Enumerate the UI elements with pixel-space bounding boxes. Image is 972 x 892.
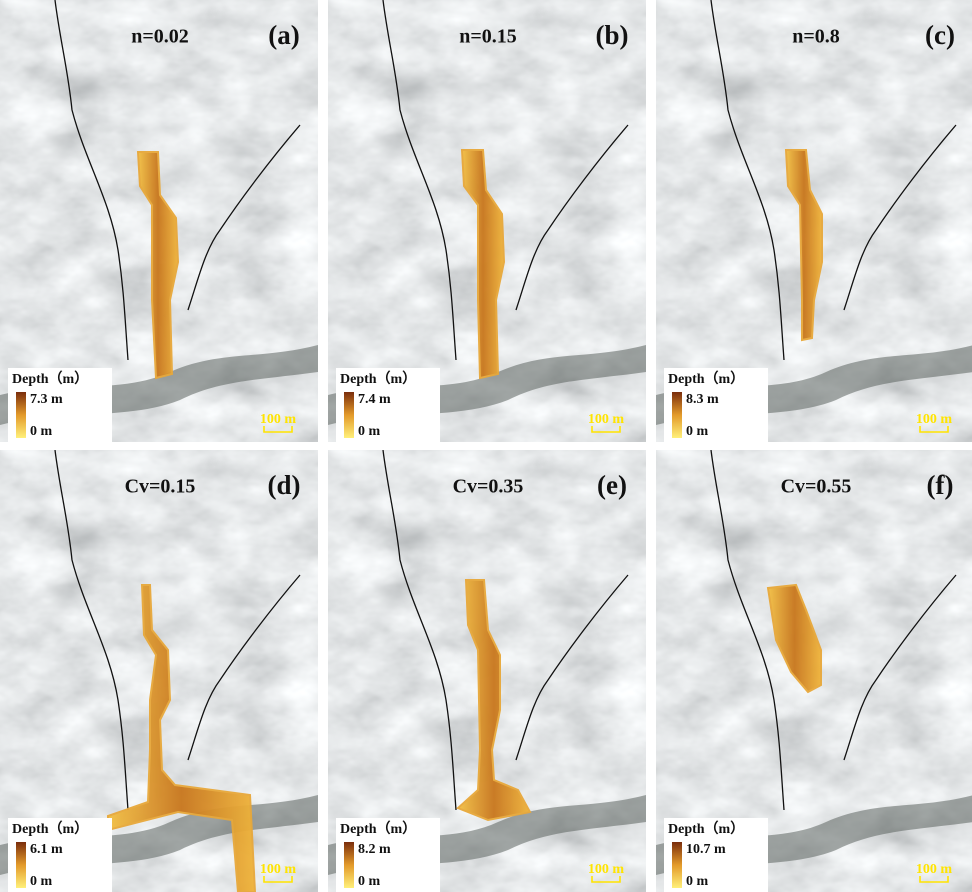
figure: n=0.02 (a) Depth（m） 7.3 m 0 m 100 m n=0.15 (b) D… <box>0 0 972 892</box>
panel-content: n=0.02 (a) Depth（m） 7.3 m 0 m 100 m <box>0 0 318 442</box>
color-bar <box>16 842 26 888</box>
legend-min: 0 m <box>686 874 709 889</box>
legend-min: 0 m <box>30 874 53 889</box>
panel-label: (a) <box>268 20 299 50</box>
legend-max: 7.4 m <box>358 392 391 407</box>
scale-label: 100 m <box>588 862 625 877</box>
legend-max: 10.7 m <box>686 842 726 857</box>
panel-content: Cv=0.35 (e) Depth（m） 8.2 m 0 m 100 m <box>328 450 646 892</box>
scale-label: 100 m <box>260 862 297 877</box>
panel-content: n=0.15 (b) Depth（m） 7.4 m 0 m 100 m <box>328 0 646 442</box>
legend-title: Depth（m） <box>668 371 744 387</box>
panel: n=0.8 (c) Depth（m） 8.3 m 0 m 100 m <box>656 0 972 442</box>
legend-title: Depth（m） <box>12 371 88 387</box>
panel: Cv=0.15 (d) Depth（m） 6.1 m 0 m 100 m <box>0 450 318 892</box>
panel: Cv=0.35 (e) Depth（m） 8.2 m 0 m 100 m <box>328 450 646 892</box>
panel-content: Cv=0.55 (f) Depth（m） 10.7 m 0 m 100 m <box>656 450 972 892</box>
panel-label: (c) <box>925 20 955 50</box>
color-bar <box>672 842 682 888</box>
legend-min: 0 m <box>30 424 53 439</box>
legend-max: 7.3 m <box>30 392 63 407</box>
panel-label: (e) <box>597 470 627 500</box>
legend-min: 0 m <box>358 424 381 439</box>
scale-label: 100 m <box>588 412 625 427</box>
panel-label: (d) <box>268 470 301 500</box>
legend-max: 6.1 m <box>30 842 63 857</box>
parameter-label: Cv=0.35 <box>453 476 524 498</box>
parameter-label: n=0.02 <box>131 26 189 48</box>
panel: n=0.15 (b) Depth（m） 7.4 m 0 m 100 m <box>328 0 646 442</box>
legend-title: Depth（m） <box>340 821 416 837</box>
panel-label: (f) <box>927 470 954 500</box>
color-bar <box>16 392 26 438</box>
scale-label: 100 m <box>916 862 953 877</box>
legend-min: 0 m <box>686 424 709 439</box>
color-bar <box>672 392 682 438</box>
legend-title: Depth（m） <box>12 821 88 837</box>
scale-label: 100 m <box>916 412 953 427</box>
parameter-label: Cv=0.55 <box>781 476 852 498</box>
panel: n=0.02 (a) Depth（m） 7.3 m 0 m 100 m <box>0 0 318 442</box>
legend-max: 8.3 m <box>686 392 719 407</box>
panel-label: (b) <box>596 20 629 50</box>
parameter-label: n=0.8 <box>792 26 840 48</box>
panel-content: n=0.8 (c) Depth（m） 8.3 m 0 m 100 m <box>656 0 972 442</box>
parameter-label: n=0.15 <box>459 26 517 48</box>
legend-title: Depth（m） <box>668 821 744 837</box>
color-bar <box>344 392 354 438</box>
panel-content: Cv=0.15 (d) Depth（m） 6.1 m 0 m 100 m <box>0 450 318 892</box>
legend-min: 0 m <box>358 874 381 889</box>
color-bar <box>344 842 354 888</box>
panel: Cv=0.55 (f) Depth（m） 10.7 m 0 m 100 m <box>656 450 972 892</box>
legend-title: Depth（m） <box>340 371 416 387</box>
legend-max: 8.2 m <box>358 842 391 857</box>
scale-label: 100 m <box>260 412 297 427</box>
parameter-label: Cv=0.15 <box>125 476 196 498</box>
